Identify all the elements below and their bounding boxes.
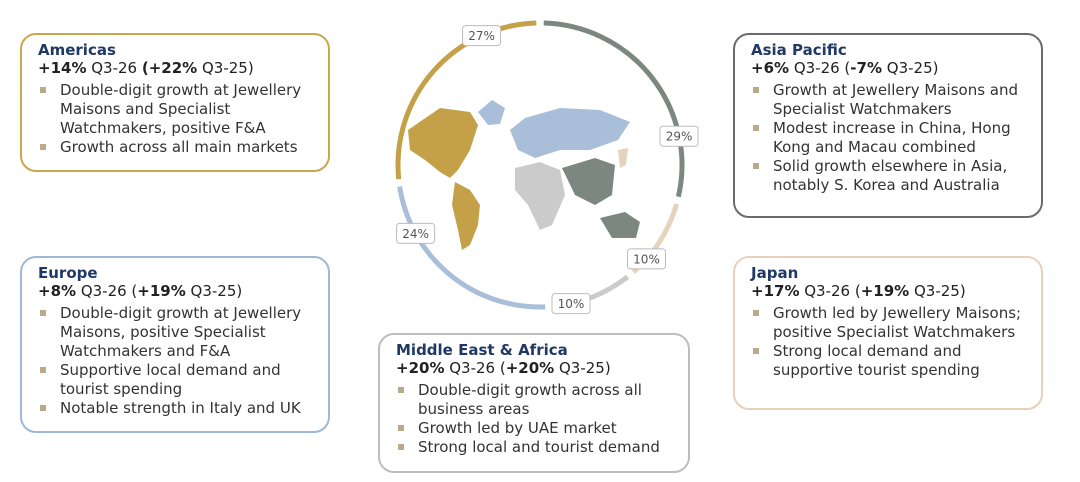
bullet: Growth led by Jewellery Maisons; positiv… (751, 304, 1029, 342)
region-box: Middle East & Africa +20% Q3-26 (+20% Q3-… (378, 333, 690, 473)
value-label: 10% (558, 297, 585, 311)
value-label: 24% (402, 227, 429, 241)
headline-run: Q3-25) (185, 282, 243, 300)
ring-segment (397, 186, 546, 310)
headline-run: +6% (751, 59, 790, 77)
bullet: Notable strength in Italy and UK (38, 399, 316, 418)
ring-segment (543, 20, 685, 198)
region-headline: +6% Q3-26 (-7% Q3-25) (751, 59, 1029, 77)
value-label-box (396, 222, 436, 244)
bullet-list: Double-digit growth across all business … (396, 381, 676, 457)
headline-run: +20% (505, 359, 555, 377)
bullet: Growth led by UAE market (396, 419, 676, 438)
headline-run: +19% (860, 282, 910, 300)
ring-segment (395, 20, 537, 180)
region-name: Europe (38, 264, 98, 282)
region-headline: +14% Q3-26 (+22% Q3-25) (38, 59, 316, 77)
headline-run: Q3-25) (554, 359, 611, 377)
bullet: Double-digit growth at Jewellery Maisons… (38, 304, 316, 361)
region-name: Middle East & Africa (396, 341, 568, 359)
region-box: Asia Pacific +6% Q3-26 (-7% Q3-25) Growth … (733, 33, 1043, 218)
headline-run: (+22% (141, 59, 198, 77)
headline-run: Q3-26 ( (444, 359, 506, 377)
value-label: 29% (666, 130, 693, 144)
bullet: Modest increase in China, Hong Kong and … (751, 119, 1029, 157)
headline-run: -7% (850, 59, 882, 77)
bullet: Growth at Jewellery Maisons and Speciali… (751, 81, 1029, 119)
bullet: Strong local and tourist demand (396, 438, 676, 457)
headline-run: Q3-25) (909, 282, 966, 300)
region-box: Japan +17% Q3-26 (+19% Q3-25) Growth led b… (733, 256, 1043, 410)
value-label-box (627, 248, 667, 270)
value-label-box (551, 293, 591, 315)
bullet: Double-digit growth across all business … (396, 381, 676, 419)
region-headline: +8% Q3-26 (+19% Q3-25) (38, 282, 316, 300)
headline-run: Q3-26 ( (76, 282, 138, 300)
region-name: Japan (751, 264, 799, 282)
region-box: Americas +14% Q3-26 (+22% Q3-25) Double-di… (20, 33, 330, 172)
bullet: Double-digit growth at Jewellery Maisons… (38, 81, 316, 138)
headline-run: Q3-26 (86, 59, 142, 77)
region-name: Americas (38, 41, 116, 59)
bullet: Growth across all main markets (38, 138, 316, 157)
value-label-box (462, 25, 502, 47)
bullet: Solid growth elsewhere in Asia, notably … (751, 157, 1029, 195)
bullet: Strong local demand and supportive touri… (751, 342, 1029, 380)
world-map (408, 100, 640, 250)
bullet-list: Growth led by Jewellery Maisons; positiv… (751, 304, 1029, 380)
bullet-list: Double-digit growth at Jewellery Maisons… (38, 81, 316, 157)
bullet-list: Double-digit growth at Jewellery Maisons… (38, 304, 316, 418)
headline-run: Q3-26 ( (789, 59, 851, 77)
region-headline: +20% Q3-26 (+20% Q3-25) (396, 359, 676, 377)
headline-run: +14% (38, 59, 87, 77)
region-name: Asia Pacific (751, 41, 847, 59)
value-label: 10% (633, 252, 660, 266)
headline-run: Q3-25) (882, 59, 939, 77)
headline-run: +20% (396, 359, 445, 377)
value-label-box (659, 125, 699, 147)
bullet: Supportive local demand and tourist spen… (38, 361, 316, 399)
headline-run: Q3-26 ( (799, 282, 861, 300)
headline-run: +19% (137, 282, 186, 300)
headline-run: +17% (751, 282, 800, 300)
bullet-list: Growth at Jewellery Maisons and Speciali… (751, 81, 1029, 195)
region-box: Europe +8% Q3-26 (+19% Q3-25) Double-digit… (20, 256, 330, 433)
value-label: 27% (468, 29, 495, 43)
region-headline: +17% Q3-26 (+19% Q3-25) (751, 282, 1029, 300)
headline-run: +8% (38, 282, 77, 300)
headline-run: Q3-25) (197, 59, 254, 77)
